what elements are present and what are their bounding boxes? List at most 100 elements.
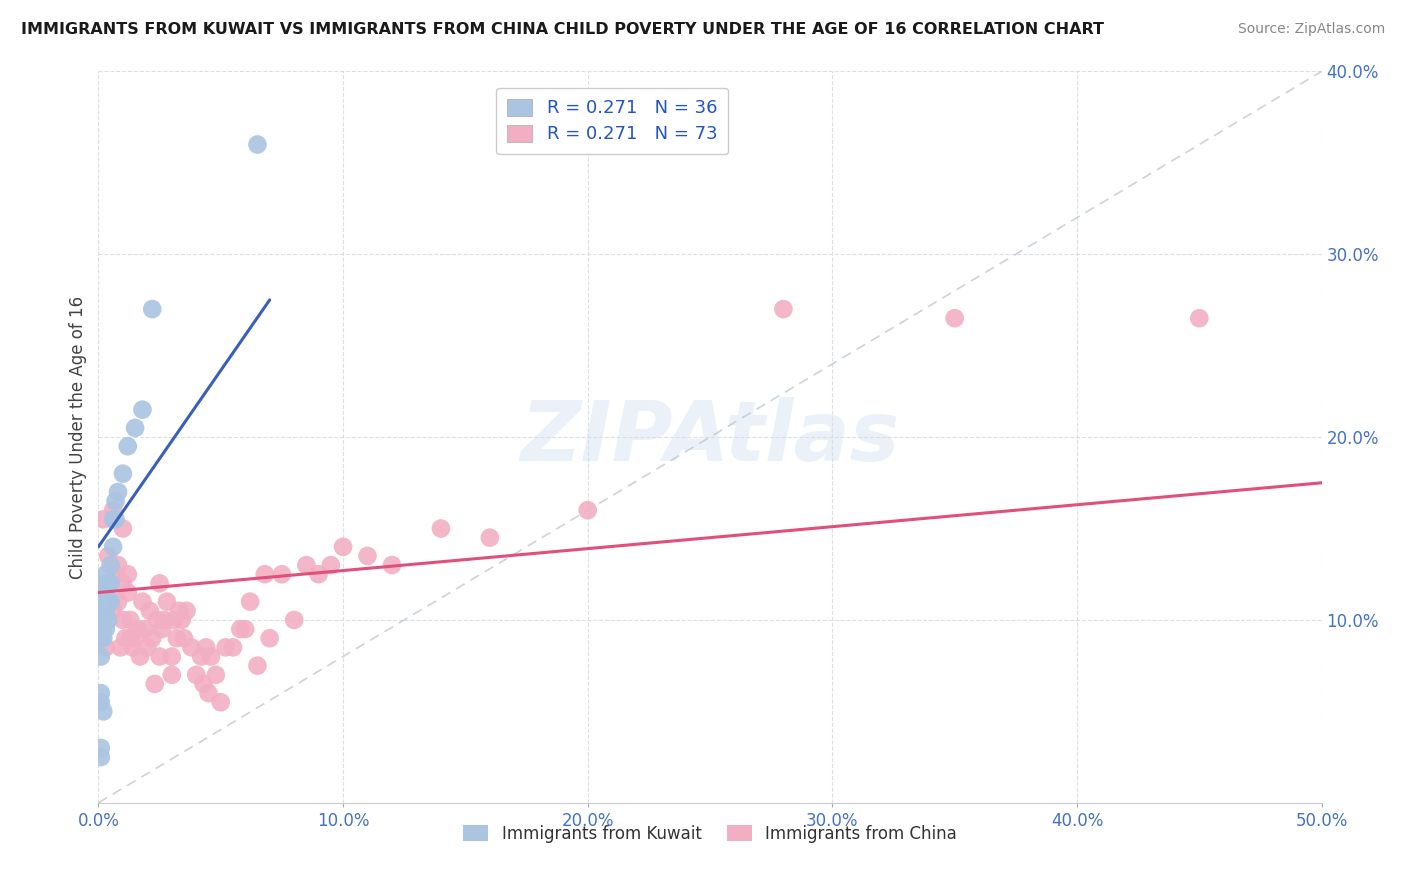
- Point: [295, 558, 318, 573]
- Text: Source: ZipAtlas.com: Source: ZipAtlas.com: [1237, 22, 1385, 37]
- Point: [90, 632, 112, 646]
- Y-axis label: Child Poverty Under the Age of 16: Child Poverty Under the Age of 16: [69, 295, 87, 579]
- Point: [91, 613, 114, 627]
- Point: [91, 604, 114, 618]
- Point: [141, 632, 163, 646]
- Point: [270, 567, 294, 582]
- Point: [332, 540, 354, 554]
- Point: [141, 301, 163, 317]
- Point: [319, 558, 342, 573]
- Point: [111, 576, 134, 591]
- Point: [117, 585, 139, 599]
- Point: [381, 558, 404, 573]
- Legend: Immigrants from Kuwait, Immigrants from China: Immigrants from Kuwait, Immigrants from …: [457, 818, 963, 849]
- Point: [91, 622, 114, 636]
- Point: [120, 613, 142, 627]
- Point: [190, 649, 212, 664]
- Point: [107, 594, 129, 608]
- Point: [117, 567, 139, 582]
- Point: [104, 567, 127, 582]
- Point: [110, 640, 132, 655]
- Point: [94, 567, 117, 582]
- Text: ZIPAtlas: ZIPAtlas: [520, 397, 900, 477]
- Point: [120, 632, 142, 646]
- Point: [214, 640, 236, 655]
- Point: [160, 667, 183, 681]
- Point: [195, 640, 218, 655]
- Point: [150, 622, 173, 636]
- Point: [576, 503, 599, 517]
- Point: [131, 594, 153, 608]
- Point: [90, 686, 112, 700]
- Point: [107, 558, 129, 573]
- Point: [246, 658, 269, 673]
- Point: [143, 677, 166, 691]
- Point: [193, 677, 215, 691]
- Point: [160, 649, 183, 664]
- Point: [146, 613, 169, 627]
- Point: [100, 594, 122, 608]
- Point: [91, 632, 114, 646]
- Point: [167, 604, 190, 618]
- Point: [101, 512, 124, 526]
- Point: [94, 585, 117, 599]
- Point: [100, 558, 122, 573]
- Point: [124, 421, 146, 435]
- Point: [104, 512, 127, 526]
- Point: [97, 594, 120, 608]
- Point: [91, 705, 114, 719]
- Point: [166, 632, 188, 646]
- Point: [94, 640, 117, 655]
- Point: [156, 594, 179, 608]
- Point: [101, 604, 124, 618]
- Point: [205, 667, 228, 681]
- Point: [90, 594, 112, 608]
- Point: [100, 576, 122, 591]
- Point: [153, 613, 176, 627]
- Point: [176, 604, 198, 618]
- Point: [91, 512, 114, 526]
- Point: [136, 640, 159, 655]
- Point: [239, 594, 262, 608]
- Point: [121, 640, 143, 655]
- Point: [97, 613, 120, 627]
- Point: [107, 485, 129, 500]
- Point: [246, 137, 269, 152]
- Point: [111, 613, 134, 627]
- Point: [91, 585, 114, 599]
- Point: [134, 622, 156, 636]
- Point: [90, 649, 112, 664]
- Point: [139, 604, 162, 618]
- Point: [100, 576, 122, 591]
- Point: [259, 632, 281, 646]
- Point: [209, 695, 232, 709]
- Point: [101, 540, 124, 554]
- Point: [430, 521, 453, 535]
- Point: [222, 640, 245, 655]
- Point: [104, 494, 127, 508]
- Point: [97, 549, 120, 563]
- Point: [117, 439, 139, 453]
- Point: [127, 622, 149, 636]
- Point: [772, 301, 794, 317]
- Point: [943, 311, 966, 326]
- Point: [163, 613, 186, 627]
- Point: [173, 632, 195, 646]
- Point: [229, 622, 252, 636]
- Point: [180, 640, 202, 655]
- Point: [90, 750, 112, 764]
- Point: [308, 567, 330, 582]
- Point: [233, 622, 256, 636]
- Point: [356, 549, 378, 563]
- Point: [149, 649, 172, 664]
- Point: [101, 503, 124, 517]
- Point: [170, 613, 193, 627]
- Point: [91, 576, 114, 591]
- Point: [114, 632, 136, 646]
- Point: [97, 576, 120, 591]
- Point: [186, 667, 208, 681]
- Point: [200, 649, 222, 664]
- Point: [149, 576, 172, 591]
- Point: [90, 695, 112, 709]
- Point: [90, 613, 112, 627]
